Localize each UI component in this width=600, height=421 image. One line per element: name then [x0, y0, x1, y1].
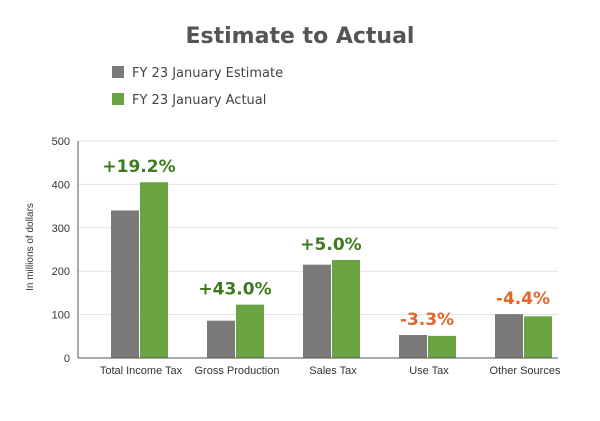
bar-use-tax-fy-23-january-estimate	[399, 334, 427, 358]
annotation-gross-production: +43.0%	[198, 280, 271, 300]
legend-label-actual: FY 23 January Actual	[132, 93, 266, 108]
annotation-other-sources: -4.4%	[496, 289, 550, 309]
y-tick-label: 0	[64, 353, 70, 365]
legend-swatch-actual	[112, 93, 124, 105]
y-tick-label: 300	[52, 223, 70, 235]
legend-label-estimate: FY 23 January Estimate	[132, 66, 283, 81]
annotation-sales-tax: +5.0%	[300, 235, 361, 255]
chart-title: Estimate to Actual	[186, 24, 415, 49]
bar-sales-tax-fy-23-january-estimate	[303, 264, 331, 358]
bars	[111, 182, 552, 358]
x-tick-label-gross-production: Gross Production	[195, 365, 280, 377]
bar-use-tax-fy-23-january-actual	[428, 335, 456, 358]
x-axis-labels: Total Income Tax Gross Production Sales Ta…	[100, 365, 561, 377]
y-tick-label: 200	[52, 266, 70, 278]
x-tick-label-use-tax: Use Tax	[409, 365, 449, 377]
bar-sales-tax-fy-23-january-actual	[332, 259, 360, 358]
bar-other-sources-fy-23-january-estimate	[495, 314, 523, 358]
bar-total-income-tax-fy-23-january-actual	[140, 182, 168, 358]
y-tick-label: 100	[52, 310, 70, 322]
x-tick-label-total-income-tax: Total Income Tax	[100, 365, 183, 377]
annotation-total-income-tax: +19.2%	[102, 157, 175, 177]
y-axis-ticks: 0 100 200 300 400 500	[52, 136, 70, 365]
legend: FY 23 January Estimate FY 23 January Act…	[112, 66, 283, 108]
annotations: +19.2% +43.0% +5.0% -3.3% -4.4%	[102, 157, 550, 330]
legend-swatch-estimate	[112, 66, 124, 78]
bar-other-sources-fy-23-january-actual	[524, 316, 552, 358]
y-tick-label: 500	[52, 136, 70, 148]
bar-total-income-tax-fy-23-january-estimate	[111, 210, 139, 358]
y-axis-label: In millions of dollars	[25, 203, 36, 291]
bar-gross-production-fy-23-january-actual	[236, 304, 264, 358]
y-tick-label: 400	[52, 179, 70, 191]
annotation-use-tax: -3.3%	[400, 310, 454, 330]
x-tick-label-other-sources: Other Sources	[490, 365, 561, 377]
x-tick-label-sales-tax: Sales Tax	[309, 365, 357, 377]
bar-gross-production-fy-23-january-estimate	[207, 320, 235, 358]
